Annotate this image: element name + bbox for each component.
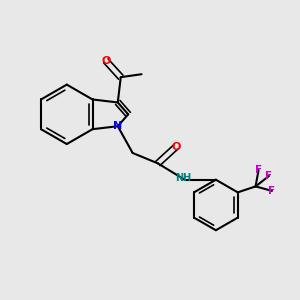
Text: F: F [255, 165, 262, 175]
Text: NH: NH [175, 173, 191, 183]
Text: O: O [171, 142, 180, 152]
Text: F: F [266, 171, 272, 181]
Text: F: F [268, 186, 275, 196]
Text: O: O [101, 56, 111, 66]
Text: N: N [113, 121, 122, 131]
